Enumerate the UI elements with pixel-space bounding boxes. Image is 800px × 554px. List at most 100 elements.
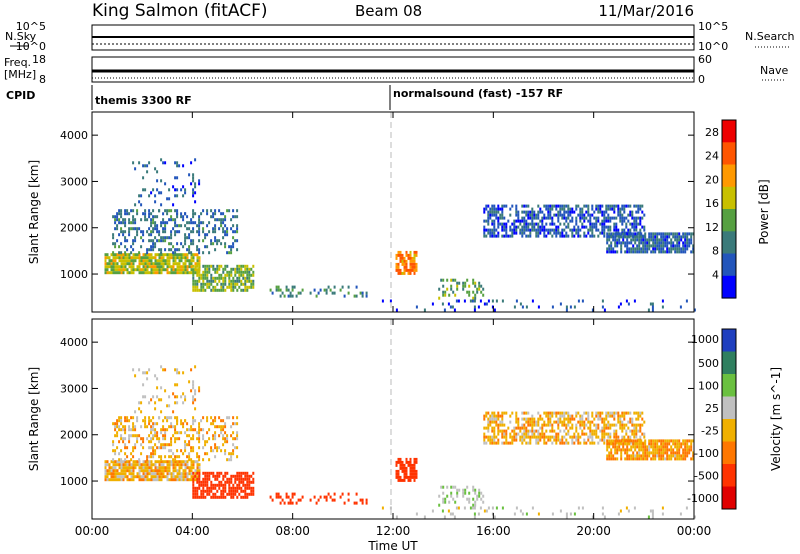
range-cell-7 (489, 207, 492, 211)
range-cell-7 (565, 426, 568, 430)
range-cell-9 (577, 299, 580, 303)
range-cell-9 (661, 506, 664, 510)
range-cell-9 (471, 299, 474, 303)
range-cell-0 (150, 460, 153, 464)
range-cell-2 (222, 425, 225, 429)
range-cell-0 (184, 469, 187, 473)
colorbar-tick-4: -25 (701, 424, 719, 437)
range-cell-7 (507, 426, 510, 430)
range-cell-8 (658, 445, 661, 449)
range-cell-8 (684, 448, 687, 452)
range-cell-4 (301, 288, 304, 292)
range-cell-2 (144, 209, 147, 213)
range-cell-0 (158, 475, 161, 479)
range-cell-1 (228, 489, 231, 493)
range-cell-7 (619, 414, 622, 418)
range-cell-2 (158, 446, 161, 450)
range-cell-0 (142, 259, 145, 263)
range-cell-0 (146, 256, 149, 260)
range-cell-1 (228, 285, 231, 289)
range-cell-7 (641, 216, 644, 220)
range-cell-2 (114, 428, 117, 432)
range-cell-8 (616, 238, 619, 242)
range-cell-7 (503, 432, 506, 436)
range-cell-9 (577, 506, 580, 510)
range-cell-7 (539, 438, 542, 442)
range-cell-8 (670, 241, 673, 245)
range-cell-8 (640, 439, 643, 443)
range-cell-2 (164, 416, 167, 420)
range-cell-7 (493, 204, 496, 208)
range-cell-7 (489, 414, 492, 418)
range-cell-0 (130, 478, 133, 482)
range-cell-1 (244, 264, 247, 268)
range-cell-4 (291, 492, 294, 496)
range-cell-0 (146, 478, 149, 482)
range-cell-3 (192, 398, 195, 402)
range-cell-7 (573, 225, 576, 229)
range-cell-4 (281, 498, 284, 502)
range-cell-8 (648, 241, 651, 245)
range-cell-6 (480, 497, 483, 501)
range-cell-7 (509, 420, 512, 424)
range-cell-6 (482, 287, 485, 291)
range-cell-0 (180, 253, 183, 257)
range-cell-7 (591, 420, 594, 424)
range-cell-9 (483, 509, 486, 513)
range-cell-7 (483, 441, 486, 445)
range-cell-0 (132, 463, 135, 467)
range-cell-2 (122, 425, 125, 429)
range-cell-8 (652, 439, 655, 443)
range-cell-0 (112, 271, 115, 275)
range-cell-2 (162, 230, 165, 234)
range-cell-7 (487, 429, 490, 433)
range-cell-6 (462, 287, 465, 291)
range-cell-7 (511, 441, 514, 445)
range-cell-7 (503, 204, 506, 208)
range-cell-1 (228, 276, 231, 280)
range-cell-4 (287, 501, 290, 505)
range-cell-8 (638, 442, 641, 446)
range-cell-7 (579, 216, 582, 220)
range-cell-2 (138, 251, 141, 255)
range-cell-9 (455, 299, 458, 303)
range-cell-2 (138, 458, 141, 462)
range-cell-2 (176, 209, 179, 213)
range-cell-1 (204, 474, 207, 478)
range-cell-7 (551, 234, 554, 238)
range-cell-9 (449, 512, 452, 516)
range-cell-2 (152, 248, 155, 252)
range-cell-0 (196, 469, 199, 473)
range-cell-0 (144, 253, 147, 257)
range-cell-2 (168, 443, 171, 447)
range-cell-8 (620, 442, 623, 446)
range-cell-7 (637, 429, 640, 433)
range-cell-2 (236, 431, 239, 435)
range-cell-8 (626, 442, 629, 446)
range-cell-0 (108, 466, 111, 470)
range-cell-7 (585, 417, 588, 421)
range-cell-2 (202, 428, 205, 432)
range-cell-7 (639, 228, 642, 232)
range-cell-3 (176, 188, 179, 192)
range-cell-2 (120, 209, 123, 213)
range-cell-1 (218, 474, 221, 478)
range-cell-7 (643, 432, 646, 436)
range-cell-2 (210, 215, 213, 219)
range-cell-7 (547, 423, 550, 427)
range-cell-2 (190, 425, 193, 429)
range-cell-0 (146, 460, 149, 464)
range-cell-6 (468, 284, 471, 288)
range-cell-2 (120, 422, 123, 426)
range-cell-2 (220, 419, 223, 423)
range-cell-2 (168, 455, 171, 459)
range-cell-1 (200, 483, 203, 487)
range-cell-2 (158, 239, 161, 243)
range-cell-8 (678, 247, 681, 251)
range-cell-4 (361, 294, 364, 298)
range-cell-1 (216, 267, 219, 271)
range-cell-3 (176, 194, 179, 198)
range-cell-0 (122, 253, 125, 257)
range-cell-5 (403, 469, 406, 473)
range-cell-2 (140, 218, 143, 222)
